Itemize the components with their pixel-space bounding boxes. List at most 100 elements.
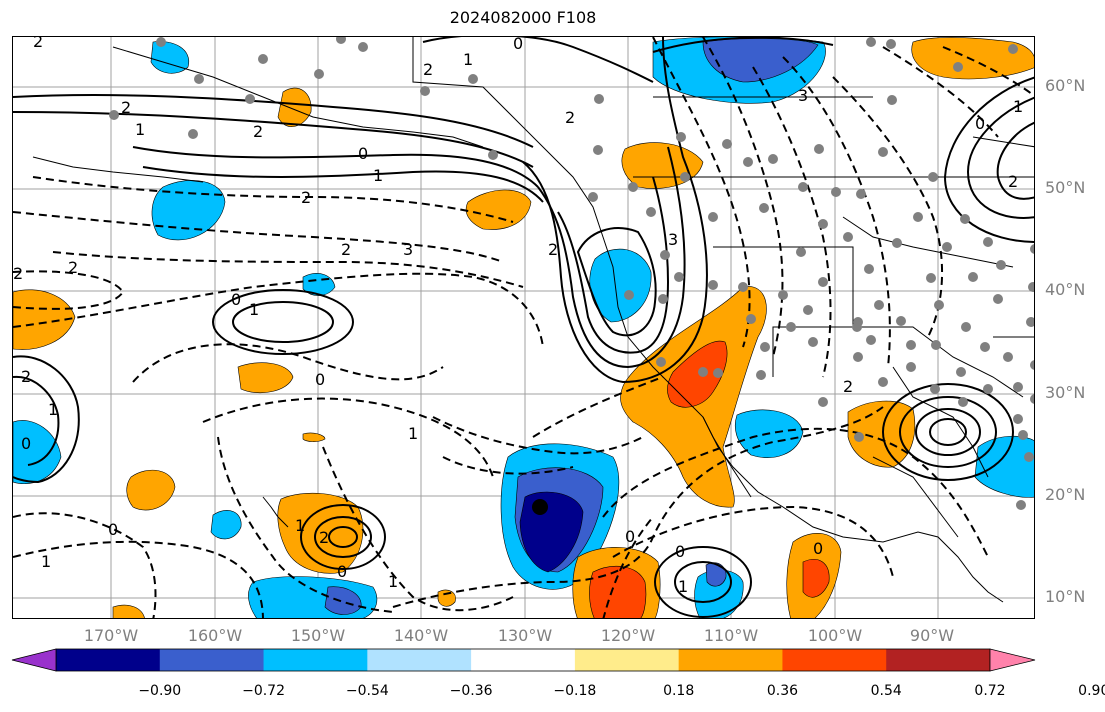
orange-patch-pac-nw [465, 189, 532, 230]
contour-label: 0 [108, 520, 118, 539]
colorbar-left-arrow [11, 648, 57, 672]
blue-patch-alaska-west [150, 41, 190, 74]
contour-label: 1 [408, 424, 418, 443]
storm-center-marker [532, 499, 548, 515]
lat-label-20n: 20°N [1045, 485, 1086, 504]
colorbar-cells [55, 648, 991, 672]
contour-label: 0 [513, 37, 523, 53]
lon-label-90w: 90°W [909, 626, 955, 645]
red-patch-south-pacific [589, 566, 647, 618]
colorbar-cell [782, 649, 887, 671]
contour-label: 1 [388, 572, 398, 591]
colorbar-tick-label: 0.18 [663, 683, 695, 699]
colorbar-tick-label: 0.72 [974, 683, 1006, 699]
orange-patch-ne-canada [911, 37, 1034, 80]
contour-label: 2 [1008, 172, 1018, 191]
colorbar-tick-label: −0.36 [449, 683, 493, 699]
orange-patch-hawaii [277, 492, 364, 574]
contour-label: 3 [403, 240, 413, 259]
contour-label: 1 [1013, 97, 1023, 116]
colorbar-cell [471, 649, 576, 671]
contour-labels: 2 1 2 0 2 1 2 2 0 1 2 2 3 2 2 0 1 0 1 2 … [13, 37, 1023, 596]
colorbar-right-arrow [989, 648, 1036, 672]
contour-label: 0 [231, 290, 241, 309]
map-panel: 2 1 2 0 2 1 2 2 0 1 2 2 3 2 2 0 1 0 1 2 … [12, 36, 1035, 619]
contour-label: 2 [21, 367, 31, 386]
colorbar-cell [56, 649, 161, 671]
orange-patch-south-mid [437, 589, 456, 607]
negative-contours [13, 37, 1034, 618]
lon-label-120w: 120°W [600, 626, 656, 645]
colorbar-tick-label: −0.18 [553, 683, 597, 699]
contour-label: 2 [301, 188, 311, 207]
lon-label-100w: 100°W [807, 626, 863, 645]
contour-label: 0 [675, 542, 685, 561]
orange-patch-texas [847, 400, 916, 468]
colorbar-cell [263, 649, 368, 671]
contour-label: 1 [373, 166, 383, 185]
contour-label: 0 [975, 114, 985, 133]
red-patch-sw-desert [667, 340, 728, 408]
colorbar [11, 648, 1036, 672]
colorbar-cell [574, 649, 680, 671]
contour-label: 2 [548, 240, 558, 259]
contour-label: 1 [678, 577, 688, 596]
contour-label: 0 [625, 527, 635, 546]
red-patch-east-trop [802, 559, 830, 598]
contour-label: 2 [68, 258, 78, 277]
orange-patch-west-edge [13, 289, 76, 350]
contour-label: 2 [341, 240, 351, 259]
colorbar-tick-label: 0.54 [870, 683, 902, 699]
lon-label-130w: 130°W [497, 626, 553, 645]
positive-contours [13, 37, 1034, 618]
lon-label-160w: 160°W [187, 626, 243, 645]
contour-label: 1 [135, 120, 145, 139]
lat-label-50n: 50°N [1045, 178, 1086, 197]
colorbar-tick-label: −0.72 [242, 683, 285, 699]
lat-label-60n: 60°N [1045, 76, 1086, 95]
colorbar-cell [678, 649, 783, 671]
colorbar-cell [886, 649, 991, 671]
colorbar-tick-label: −0.54 [345, 683, 389, 699]
colorbar-cell [367, 649, 472, 671]
lat-label-10n: 10°N [1045, 587, 1086, 606]
map-title: 2024082000 F108 [449, 8, 597, 27]
orange-patch-small-pacific [302, 432, 326, 442]
contour-label: 2 [319, 528, 329, 547]
contour-label: 3 [668, 230, 678, 249]
orange-patch-far-south [112, 604, 145, 618]
colorbar-tick-label: 0.90 [1078, 683, 1105, 699]
contour-label: 1 [295, 516, 305, 535]
colorbar-cell [159, 649, 265, 671]
contour-label: 1 [249, 300, 259, 319]
anomaly-fills [13, 37, 1034, 618]
contour-label: 1 [41, 552, 51, 571]
contour-label: 0 [21, 434, 31, 453]
contour-label: 2 [121, 98, 131, 117]
orange-patch-mid-pacific [237, 362, 294, 394]
blue-patch-small-hawaii [210, 510, 242, 540]
contour-label: 0 [337, 562, 347, 581]
blue-patch-gulf [151, 180, 226, 241]
contour-label: 1 [48, 400, 58, 419]
contour-label: 3 [798, 86, 808, 105]
contour-label: 2 [33, 37, 43, 51]
contour-label: 2 [13, 264, 23, 283]
lon-label-110w: 110°W [703, 626, 759, 645]
station-dots [109, 37, 1034, 510]
contour-label: 2 [253, 122, 263, 141]
orange-patch-alaska [277, 87, 312, 127]
colorbar-tick-label: −0.90 [138, 683, 182, 699]
colorbar-tick-label: 0.36 [766, 683, 799, 699]
contour-label: 0 [358, 144, 368, 163]
blue-patch-east-pacific-dark [705, 562, 727, 587]
lon-label-170w: 170°W [83, 626, 139, 645]
blue-patch-gulf-mexico [974, 435, 1034, 498]
contour-label: 2 [423, 60, 433, 79]
map-canvas: 2 1 2 0 2 1 2 2 0 1 2 2 3 2 2 0 1 0 1 2 … [13, 37, 1034, 618]
contour-label: 2 [843, 377, 853, 396]
contour-label: 2 [565, 108, 575, 127]
lat-label-30n: 30°N [1045, 383, 1086, 402]
lon-label-150w: 150°W [290, 626, 346, 645]
contour-label: 0 [813, 539, 823, 558]
